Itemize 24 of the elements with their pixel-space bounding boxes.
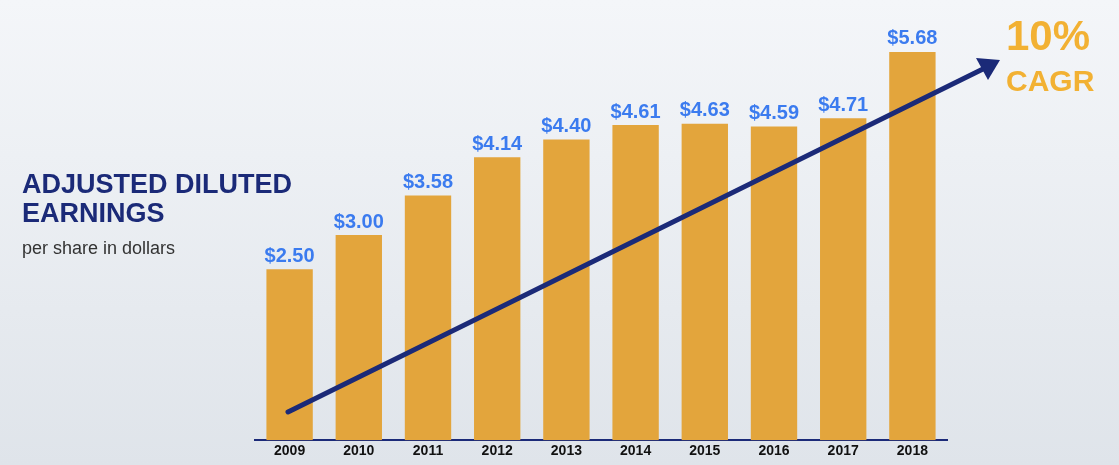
x-tick-label: 2009: [274, 442, 306, 459]
data-label: $4.71: [818, 92, 869, 115]
x-tick-label: 2014: [620, 442, 652, 459]
x-tick-label: 2011: [412, 442, 444, 459]
x-tick-label: 2017: [827, 442, 859, 459]
text: CAGR: [1006, 64, 1095, 98]
text: ADJUSTED DILUTED EARNINGS: [22, 169, 293, 228]
data-label: $3.00: [333, 209, 384, 232]
data-label: $5.68: [887, 26, 938, 49]
x-tick-label: 2016: [758, 442, 790, 459]
data-label: $4.14: [472, 131, 524, 154]
x-tick-label: 2013: [550, 442, 583, 459]
data-label: $4.59: [748, 100, 800, 123]
text: per share in dollars: [22, 238, 176, 259]
x-tick-label: 2015: [689, 442, 721, 459]
data-label: $4.40: [541, 113, 592, 136]
data-label: $4.63: [679, 98, 730, 121]
data-label: $4.61: [610, 99, 661, 122]
text: 10%: [1006, 12, 1091, 60]
x-tick-label: 2018: [896, 442, 929, 459]
data-label: $3.58: [402, 169, 454, 192]
data-label: $2.50: [264, 243, 315, 266]
x-tick-label: 2012: [481, 442, 513, 459]
x-tick-label: 2010: [343, 442, 375, 459]
